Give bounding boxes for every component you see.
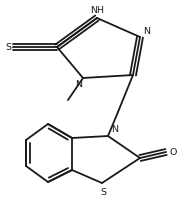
Text: S: S xyxy=(100,188,106,197)
Text: S: S xyxy=(5,43,11,52)
Text: O: O xyxy=(170,147,177,157)
Text: N: N xyxy=(111,125,118,134)
Text: N: N xyxy=(75,80,82,89)
Text: N: N xyxy=(143,27,150,36)
Text: NH: NH xyxy=(90,6,104,15)
